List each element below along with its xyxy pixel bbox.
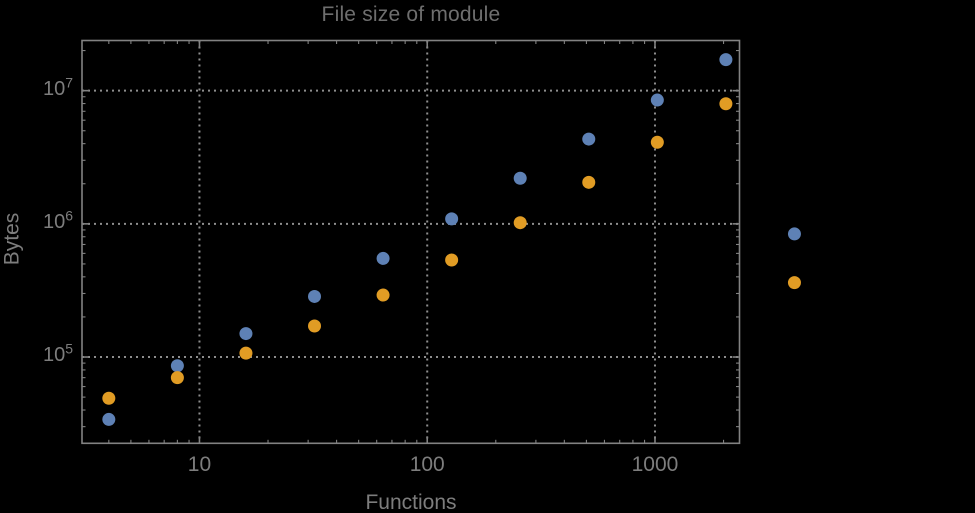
y-tick-label-1e5: 105 bbox=[42, 340, 73, 367]
data-point-blue bbox=[239, 327, 253, 341]
y-tick-label-1e7: 107 bbox=[42, 73, 73, 100]
plot-frame bbox=[81, 39, 741, 445]
data-point-orange bbox=[445, 253, 459, 267]
data-point-blue bbox=[170, 359, 184, 373]
x-tick-label-1000: 1000 bbox=[631, 453, 679, 476]
data-point-orange bbox=[513, 216, 527, 230]
data-point-orange bbox=[239, 346, 253, 360]
data-point-orange bbox=[719, 97, 733, 111]
data-point-blue bbox=[582, 132, 596, 146]
data-point-orange bbox=[170, 371, 184, 385]
data-point-orange bbox=[308, 319, 322, 333]
data-point-blue bbox=[376, 251, 390, 265]
data-point-orange bbox=[787, 276, 801, 290]
data-point-blue bbox=[650, 93, 664, 107]
x-tick-label-100: 100 bbox=[409, 453, 445, 476]
data-point-blue bbox=[102, 412, 116, 426]
data-point-orange bbox=[650, 135, 664, 149]
data-point-orange bbox=[376, 288, 390, 302]
x-axis-label: Functions bbox=[365, 491, 457, 513]
data-point-blue bbox=[445, 212, 459, 226]
data-point-blue bbox=[308, 289, 322, 303]
data-point-blue bbox=[719, 53, 733, 67]
x-tick-label-10: 10 bbox=[187, 453, 212, 476]
y-tick-label-1e6: 106 bbox=[42, 207, 73, 233]
data-point-orange bbox=[102, 391, 116, 405]
data-point-blue bbox=[513, 171, 527, 185]
data-point-blue bbox=[787, 227, 801, 241]
chart-title: File size of module bbox=[321, 3, 501, 26]
data-point-orange bbox=[582, 175, 596, 189]
